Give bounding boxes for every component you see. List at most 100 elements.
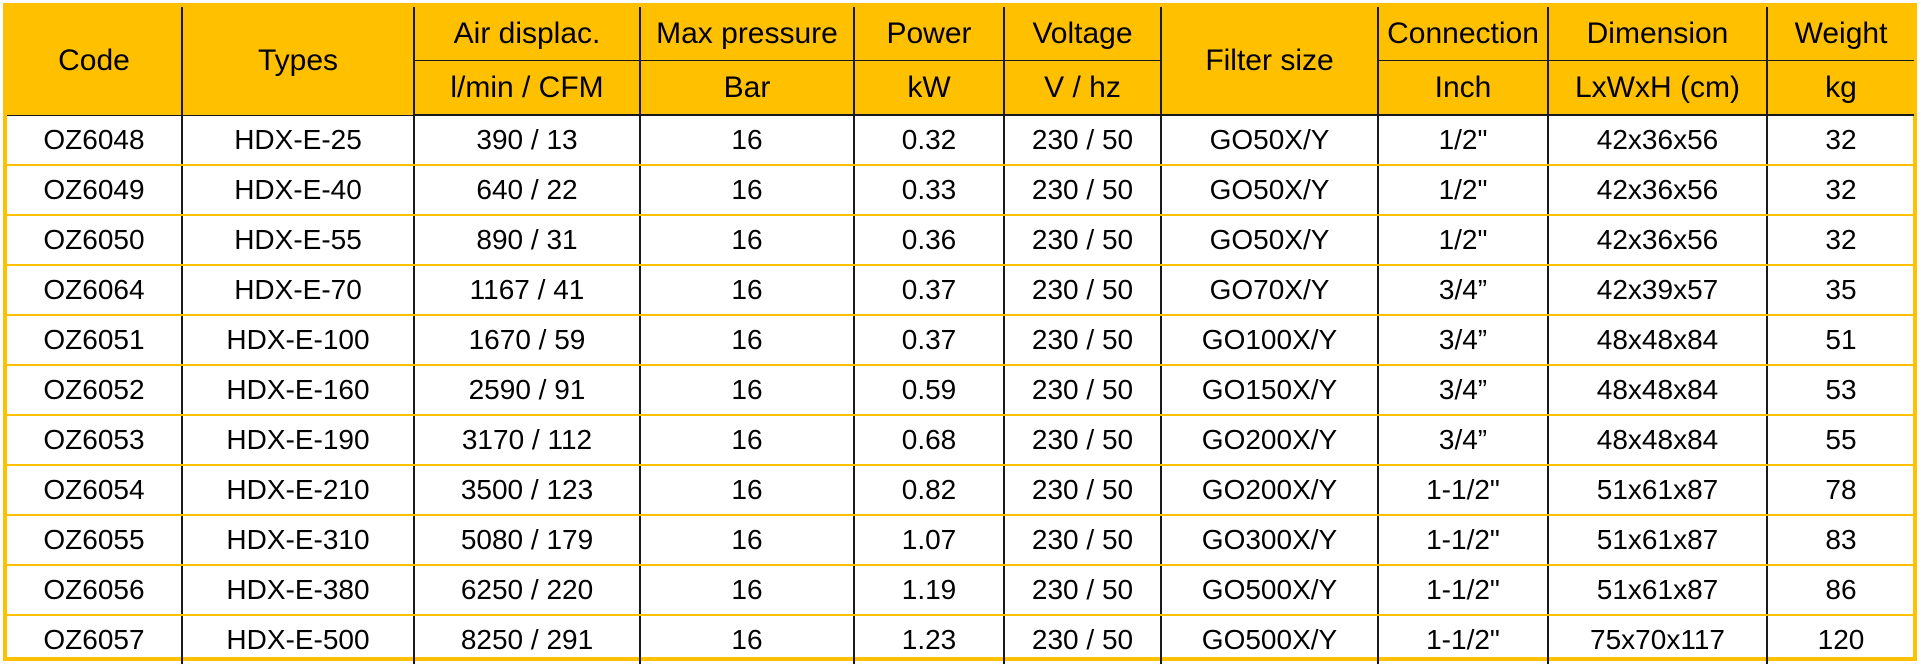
cell-connection: 1-1/2" xyxy=(1377,615,1548,664)
cell-voltage: 230 / 50 xyxy=(1003,265,1161,316)
header-types: Types xyxy=(181,7,414,116)
cell-voltage: 230 / 50 xyxy=(1003,215,1161,266)
table-row: OZ6049 HDX-E-40 640 / 22 16 0.33 230 / 50 GO50… xyxy=(7,165,1914,216)
header-air-displac-unit: l/min / CFM xyxy=(413,60,640,116)
cell-max-pressure: 16 xyxy=(639,615,854,664)
cell-max-pressure: 16 xyxy=(639,165,854,216)
cell-max-pressure: 16 xyxy=(639,265,854,316)
cell-code: OZ6054 xyxy=(7,465,182,516)
cell-power: 0.37 xyxy=(853,265,1004,316)
cell-connection: 1/2" xyxy=(1377,215,1548,266)
cell-power: 1.19 xyxy=(853,565,1004,616)
table-row: OZ6048 HDX-E-25 390 / 13 16 0.32 230 / 50 GO50… xyxy=(7,115,1914,166)
cell-voltage: 230 / 50 xyxy=(1003,615,1161,664)
cell-connection: 1-1/2" xyxy=(1377,565,1548,616)
cell-weight: 55 xyxy=(1766,415,1914,466)
cell-dimension: 51x61x87 xyxy=(1547,465,1767,516)
cell-air-displacement: 8250 / 291 xyxy=(413,615,640,664)
header-air-displac: Air displac. xyxy=(413,7,640,61)
cell-connection: 3/4” xyxy=(1377,265,1548,316)
cell-dimension: 42x36x56 xyxy=(1547,215,1767,266)
cell-power: 0.59 xyxy=(853,365,1004,416)
table-body: OZ6048 HDX-E-25 390 / 13 16 0.32 230 / 50 GO50… xyxy=(7,115,1914,664)
table-row: OZ6054 HDX-E-210 3500 / 123 16 0.82 230 / 50 G… xyxy=(7,465,1914,516)
cell-max-pressure: 16 xyxy=(639,565,854,616)
cell-connection: 1/2" xyxy=(1377,165,1548,216)
cell-type: HDX-E-500 xyxy=(181,615,414,664)
cell-weight: 32 xyxy=(1766,215,1914,266)
cell-connection: 3/4” xyxy=(1377,415,1548,466)
cell-dimension: 51x61x87 xyxy=(1547,515,1767,566)
header-dimension-unit: LxWxH (cm) xyxy=(1547,60,1767,116)
cell-code: OZ6055 xyxy=(7,515,182,566)
cell-air-displacement: 2590 / 91 xyxy=(413,365,640,416)
cell-code: OZ6048 xyxy=(7,115,182,166)
cell-type: HDX-E-70 xyxy=(181,265,414,316)
cell-connection: 3/4” xyxy=(1377,315,1548,366)
header-connection: Connection xyxy=(1377,7,1548,61)
cell-dimension: 48x48x84 xyxy=(1547,365,1767,416)
cell-weight: 78 xyxy=(1766,465,1914,516)
cell-power: 0.68 xyxy=(853,415,1004,466)
cell-voltage: 230 / 50 xyxy=(1003,515,1161,566)
cell-power: 1.23 xyxy=(853,615,1004,664)
cell-max-pressure: 16 xyxy=(639,215,854,266)
header-connection-unit: Inch xyxy=(1377,60,1548,116)
cell-max-pressure: 16 xyxy=(639,465,854,516)
cell-type: HDX-E-55 xyxy=(181,215,414,266)
cell-dimension: 42x36x56 xyxy=(1547,115,1767,166)
cell-weight: 35 xyxy=(1766,265,1914,316)
cell-air-displacement: 3170 / 112 xyxy=(413,415,640,466)
cell-code: OZ6050 xyxy=(7,215,182,266)
cell-code: OZ6064 xyxy=(7,265,182,316)
table-header: Code Types Air displac. Max pressure Pow… xyxy=(7,7,1914,116)
cell-type: HDX-E-210 xyxy=(181,465,414,516)
cell-dimension: 42x36x56 xyxy=(1547,165,1767,216)
cell-power: 0.82 xyxy=(853,465,1004,516)
cell-voltage: 230 / 50 xyxy=(1003,415,1161,466)
cell-type: HDX-E-310 xyxy=(181,515,414,566)
table-row: OZ6056 HDX-E-380 6250 / 220 16 1.19 230 / 50 G… xyxy=(7,565,1914,616)
cell-max-pressure: 16 xyxy=(639,415,854,466)
table-row: OZ6051 HDX-E-100 1670 / 59 16 0.37 230 / 50 GO… xyxy=(7,315,1914,366)
cell-type: HDX-E-25 xyxy=(181,115,414,166)
cell-max-pressure: 16 xyxy=(639,315,854,366)
cell-air-displacement: 1670 / 59 xyxy=(413,315,640,366)
cell-max-pressure: 16 xyxy=(639,365,854,416)
cell-air-displacement: 5080 / 179 xyxy=(413,515,640,566)
header-filter-size: Filter size xyxy=(1160,7,1378,116)
cell-max-pressure: 16 xyxy=(639,515,854,566)
cell-dimension: 42x39x57 xyxy=(1547,265,1767,316)
header-voltage-unit: V / hz xyxy=(1003,60,1161,116)
cell-weight: 32 xyxy=(1766,115,1914,166)
cell-code: OZ6056 xyxy=(7,565,182,616)
cell-type: HDX-E-40 xyxy=(181,165,414,216)
cell-power: 1.07 xyxy=(853,515,1004,566)
table-row: OZ6050 HDX-E-55 890 / 31 16 0.36 230 / 50 GO50… xyxy=(7,215,1914,266)
cell-type: HDX-E-100 xyxy=(181,315,414,366)
cell-voltage: 230 / 50 xyxy=(1003,365,1161,416)
cell-power: 0.36 xyxy=(853,215,1004,266)
cell-type: HDX-E-160 xyxy=(181,365,414,416)
cell-weight: 120 xyxy=(1766,615,1914,664)
cell-air-displacement: 640 / 22 xyxy=(413,165,640,216)
cell-code: OZ6057 xyxy=(43,624,145,655)
cell-filter-size: GO50X/Y xyxy=(1160,165,1378,216)
cell-air-displacement: 390 / 13 xyxy=(413,115,640,166)
cell-dimension: 48x48x84 xyxy=(1547,415,1767,466)
header-max-pressure-unit: Bar xyxy=(639,60,854,116)
cell-weight: 32 xyxy=(1766,165,1914,216)
header-power-unit: kW xyxy=(853,60,1004,116)
cell-weight: 53 xyxy=(1766,365,1914,416)
spec-table: Code Types Air displac. Max pressure Pow… xyxy=(7,7,1914,664)
cell-connection: 1/2" xyxy=(1377,115,1548,166)
cell-connection: 3/4” xyxy=(1377,365,1548,416)
cell-filter-size: GO50X/Y xyxy=(1160,115,1378,166)
cell-filter-size: GO300X/Y xyxy=(1160,515,1378,566)
cell-filter-size: GO150X/Y xyxy=(1160,365,1378,416)
cell-power: 0.32 xyxy=(853,115,1004,166)
table-row: OZ6055 HDX-E-310 5080 / 179 16 1.07 230 / 50 G… xyxy=(7,515,1914,566)
header-power: Power xyxy=(853,7,1004,61)
table-row: OZ6053 HDX-E-190 3170 / 112 16 0.68 230 / 50 G… xyxy=(7,415,1914,466)
cell-weight: 86 xyxy=(1766,565,1914,616)
